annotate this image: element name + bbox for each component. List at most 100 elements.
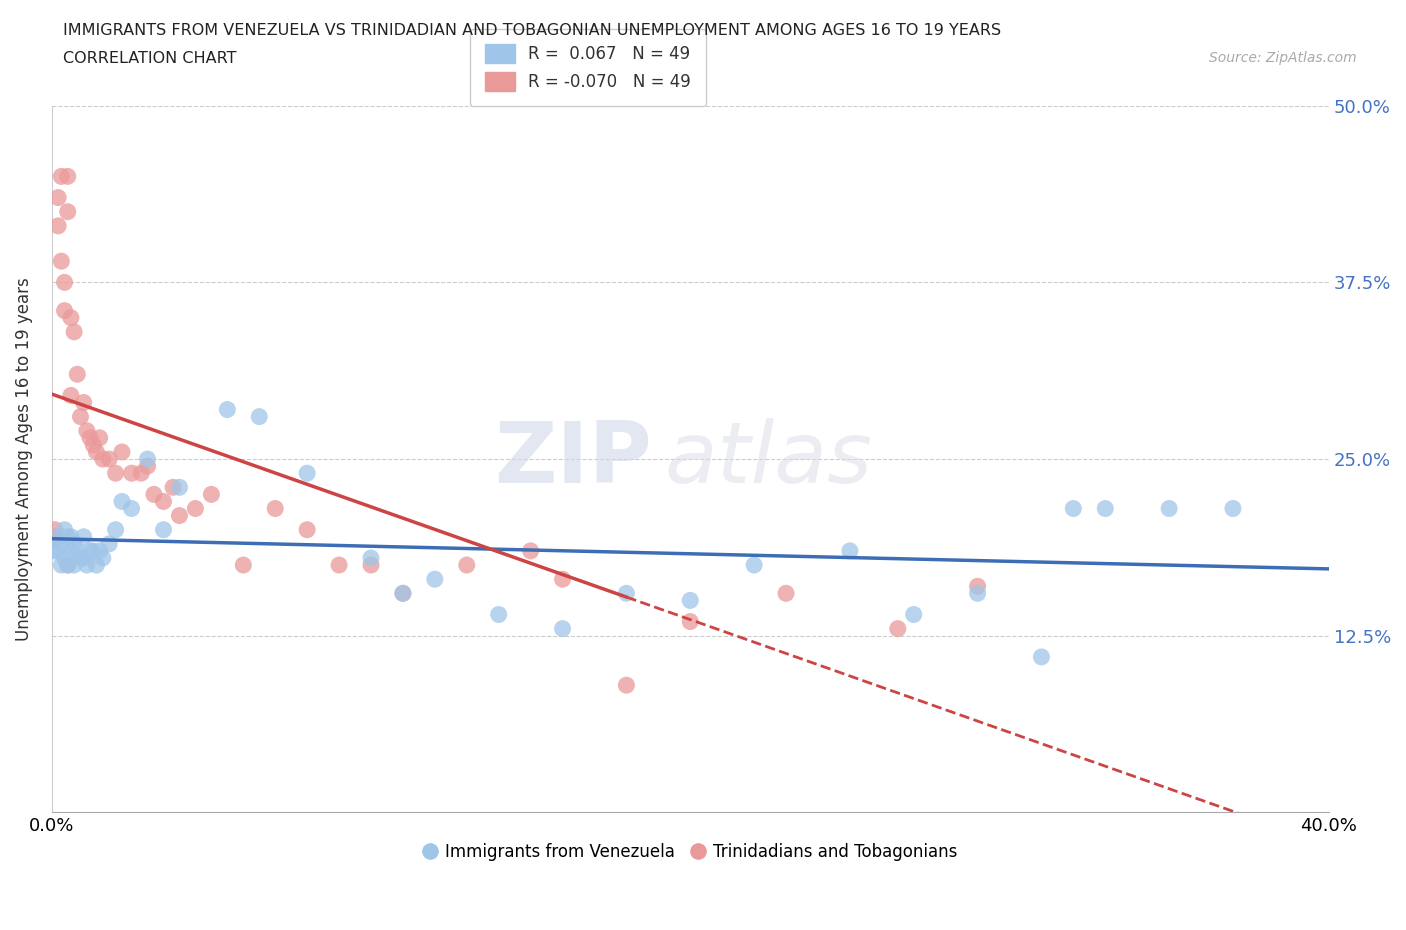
Point <box>1031 649 1053 664</box>
Point <box>111 494 134 509</box>
Point <box>46 219 69 233</box>
Point <box>56 205 79 219</box>
Point <box>56 558 79 573</box>
Text: CORRELATION CHART: CORRELATION CHART <box>63 51 236 66</box>
Point <box>44 529 66 544</box>
Point <box>456 558 478 573</box>
Point <box>76 558 98 573</box>
Point <box>488 607 510 622</box>
Point <box>69 409 91 424</box>
Point <box>89 543 111 558</box>
Point <box>66 543 89 558</box>
Point <box>679 614 702 629</box>
Point <box>59 311 82 325</box>
Point <box>56 169 79 184</box>
Point <box>551 621 574 636</box>
Point <box>59 543 82 558</box>
Point <box>46 543 69 558</box>
Point <box>247 409 270 424</box>
Point <box>98 452 121 467</box>
Point <box>51 254 73 269</box>
Point <box>63 325 86 339</box>
Point <box>73 529 96 544</box>
Point <box>53 523 76 538</box>
Point <box>46 190 69 205</box>
Point <box>111 445 134 459</box>
Point <box>679 593 702 608</box>
Point <box>59 529 82 544</box>
Point <box>1094 501 1116 516</box>
Point <box>98 537 121 551</box>
Text: atlas: atlas <box>665 418 873 500</box>
Legend: Immigrants from Venezuela, Trinidadians and Tobagonians: Immigrants from Venezuela, Trinidadians … <box>416 836 965 868</box>
Point <box>53 303 76 318</box>
Point <box>328 558 350 573</box>
Point <box>46 529 69 544</box>
Point <box>360 558 382 573</box>
Point <box>184 501 207 516</box>
Text: ZIP: ZIP <box>494 418 652 500</box>
Point <box>69 551 91 565</box>
Point <box>91 551 114 565</box>
Point <box>82 543 104 558</box>
Point <box>44 543 66 558</box>
Point <box>887 621 910 636</box>
Point <box>51 558 73 573</box>
Point <box>169 508 191 523</box>
Point <box>82 437 104 452</box>
Point <box>295 466 318 481</box>
Point <box>59 388 82 403</box>
Point <box>775 586 797 601</box>
Point <box>217 402 239 417</box>
Point <box>264 501 287 516</box>
Point <box>232 558 254 573</box>
Point <box>838 543 860 558</box>
Point <box>142 487 165 502</box>
Point <box>79 431 101 445</box>
Point <box>129 466 152 481</box>
Point <box>53 275 76 290</box>
Point <box>152 494 174 509</box>
Point <box>136 452 159 467</box>
Point <box>51 537 73 551</box>
Point <box>903 607 925 622</box>
Point <box>86 558 108 573</box>
Point <box>966 578 988 593</box>
Point <box>1062 501 1084 516</box>
Text: IMMIGRANTS FROM VENEZUELA VS TRINIDADIAN AND TOBAGONIAN UNEMPLOYMENT AMONG AGES : IMMIGRANTS FROM VENEZUELA VS TRINIDADIAN… <box>63 23 1001 38</box>
Point <box>162 480 184 495</box>
Point <box>1222 501 1244 516</box>
Point <box>360 551 382 565</box>
Point <box>551 572 574 587</box>
Point <box>89 431 111 445</box>
Point <box>519 543 541 558</box>
Point <box>63 558 86 573</box>
Point <box>104 523 127 538</box>
Point <box>616 678 638 693</box>
Point <box>200 487 222 502</box>
Point <box>44 523 66 538</box>
Point <box>392 586 415 601</box>
Point <box>86 445 108 459</box>
Point <box>66 366 89 381</box>
Point <box>169 480 191 495</box>
Point <box>152 523 174 538</box>
Point <box>91 452 114 467</box>
Point <box>53 551 76 565</box>
Point <box>73 551 96 565</box>
Point <box>121 501 143 516</box>
Point <box>295 523 318 538</box>
Y-axis label: Unemployment Among Ages 16 to 19 years: Unemployment Among Ages 16 to 19 years <box>15 277 32 641</box>
Point <box>1159 501 1181 516</box>
Point <box>136 458 159 473</box>
Point <box>121 466 143 481</box>
Point <box>742 558 765 573</box>
Point <box>76 423 98 438</box>
Point <box>56 529 79 544</box>
Point <box>73 395 96 410</box>
Point <box>966 586 988 601</box>
Point <box>63 537 86 551</box>
Point <box>79 543 101 558</box>
Text: Source: ZipAtlas.com: Source: ZipAtlas.com <box>1209 51 1357 65</box>
Point <box>56 558 79 573</box>
